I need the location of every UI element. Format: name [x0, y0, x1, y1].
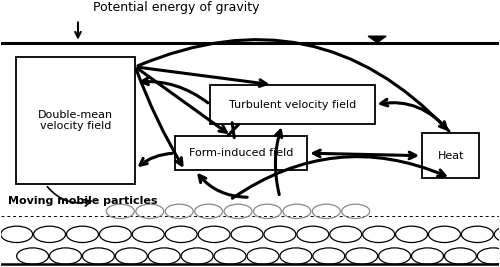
FancyBboxPatch shape [422, 133, 480, 178]
Circle shape [66, 226, 98, 242]
Text: Moving mobile particles: Moving mobile particles [8, 196, 158, 206]
FancyBboxPatch shape [16, 57, 136, 184]
Circle shape [330, 226, 362, 242]
Circle shape [444, 248, 476, 264]
Circle shape [428, 226, 460, 242]
Circle shape [362, 226, 394, 242]
Circle shape [247, 248, 279, 264]
Text: Form-induced field: Form-induced field [189, 148, 294, 158]
Polygon shape [368, 36, 386, 42]
Circle shape [214, 248, 246, 264]
Circle shape [50, 248, 82, 264]
Circle shape [231, 226, 263, 242]
Circle shape [165, 226, 197, 242]
Circle shape [34, 226, 66, 242]
Circle shape [478, 248, 500, 264]
FancyBboxPatch shape [175, 136, 308, 170]
Circle shape [297, 226, 329, 242]
Circle shape [100, 226, 132, 242]
Text: Heat: Heat [438, 151, 464, 161]
Circle shape [132, 226, 164, 242]
Circle shape [378, 248, 410, 264]
Circle shape [264, 226, 296, 242]
Circle shape [494, 226, 500, 242]
Circle shape [412, 248, 444, 264]
Circle shape [280, 248, 312, 264]
Circle shape [116, 248, 148, 264]
Circle shape [148, 248, 180, 264]
Circle shape [82, 248, 114, 264]
Circle shape [313, 248, 344, 264]
Text: Potential energy of gravity: Potential energy of gravity [93, 1, 260, 14]
Circle shape [396, 226, 428, 242]
Circle shape [181, 248, 213, 264]
Circle shape [0, 226, 32, 242]
Circle shape [198, 226, 230, 242]
Text: Turbulent velocity field: Turbulent velocity field [229, 100, 356, 109]
FancyBboxPatch shape [210, 85, 374, 124]
Circle shape [346, 248, 378, 264]
Circle shape [462, 226, 494, 242]
Circle shape [16, 248, 48, 264]
Text: Double-mean
velocity field: Double-mean velocity field [38, 110, 113, 131]
